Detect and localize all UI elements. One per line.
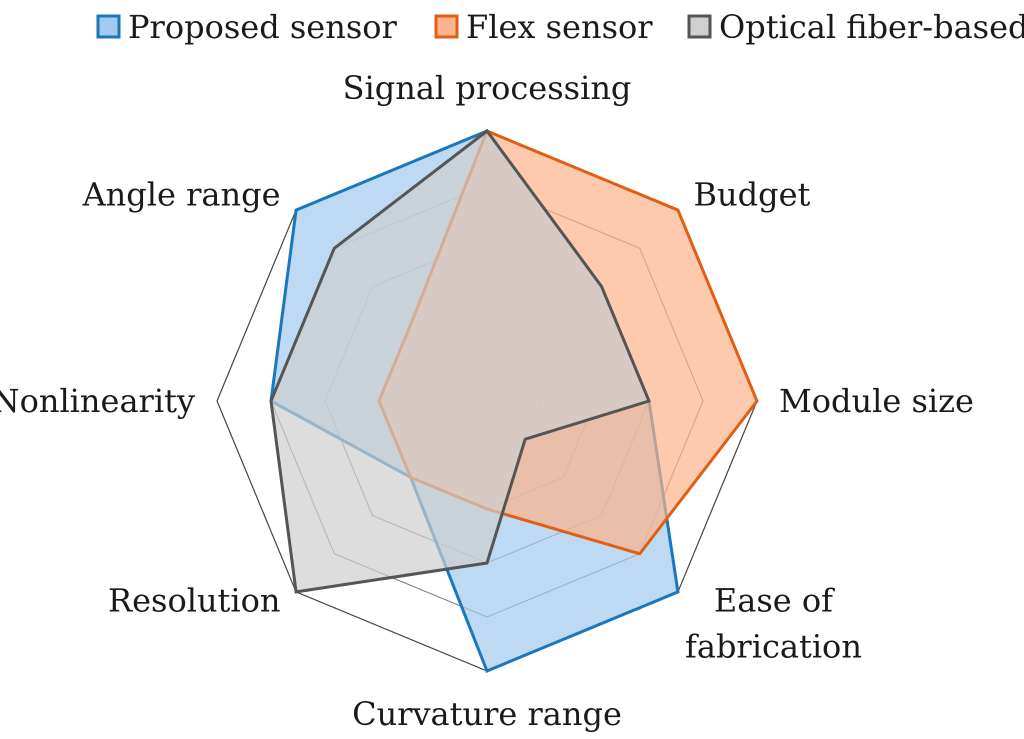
axis-label-line: Module size	[779, 382, 974, 420]
axis-label-line: Angle range	[82, 176, 281, 214]
series-area-2	[269, 128, 652, 594]
axis-labels: Signal processing Budget Module size Ease o…	[0, 69, 974, 733]
axis-label: Budget	[693, 176, 810, 214]
axis-label: Curvature range	[352, 695, 622, 733]
legend-label: Optical fiber-based	[719, 8, 1024, 46]
axis-label-line: Signal processing	[343, 69, 632, 107]
axis-label: Angle range	[82, 176, 281, 214]
axis-label-line: Ease of	[714, 581, 835, 619]
axis-label-line: fabrication	[685, 627, 862, 665]
axis-label: Module size	[779, 382, 974, 420]
legend: Proposed sensor Flex sensor Optical fiber-…	[96, 8, 1024, 46]
axis-label-line: Budget	[693, 176, 810, 214]
legend-swatch	[434, 14, 459, 39]
legend-label: Proposed sensor	[128, 8, 398, 46]
axis-label: Nonlinearity	[0, 382, 195, 420]
axis-label: Resolution	[108, 581, 281, 619]
axis-label: Ease of fabrication	[685, 581, 862, 665]
legend-swatch	[687, 14, 712, 39]
axis-label-line: Curvature range	[352, 695, 622, 733]
axis-label: Signal processing	[343, 69, 632, 107]
axis-label-line: Nonlinearity	[0, 382, 195, 420]
axis-label-line: Resolution	[108, 581, 281, 619]
series-layer	[269, 128, 759, 673]
legend-label: Flex sensor	[466, 8, 653, 46]
legend-swatch	[96, 14, 121, 39]
